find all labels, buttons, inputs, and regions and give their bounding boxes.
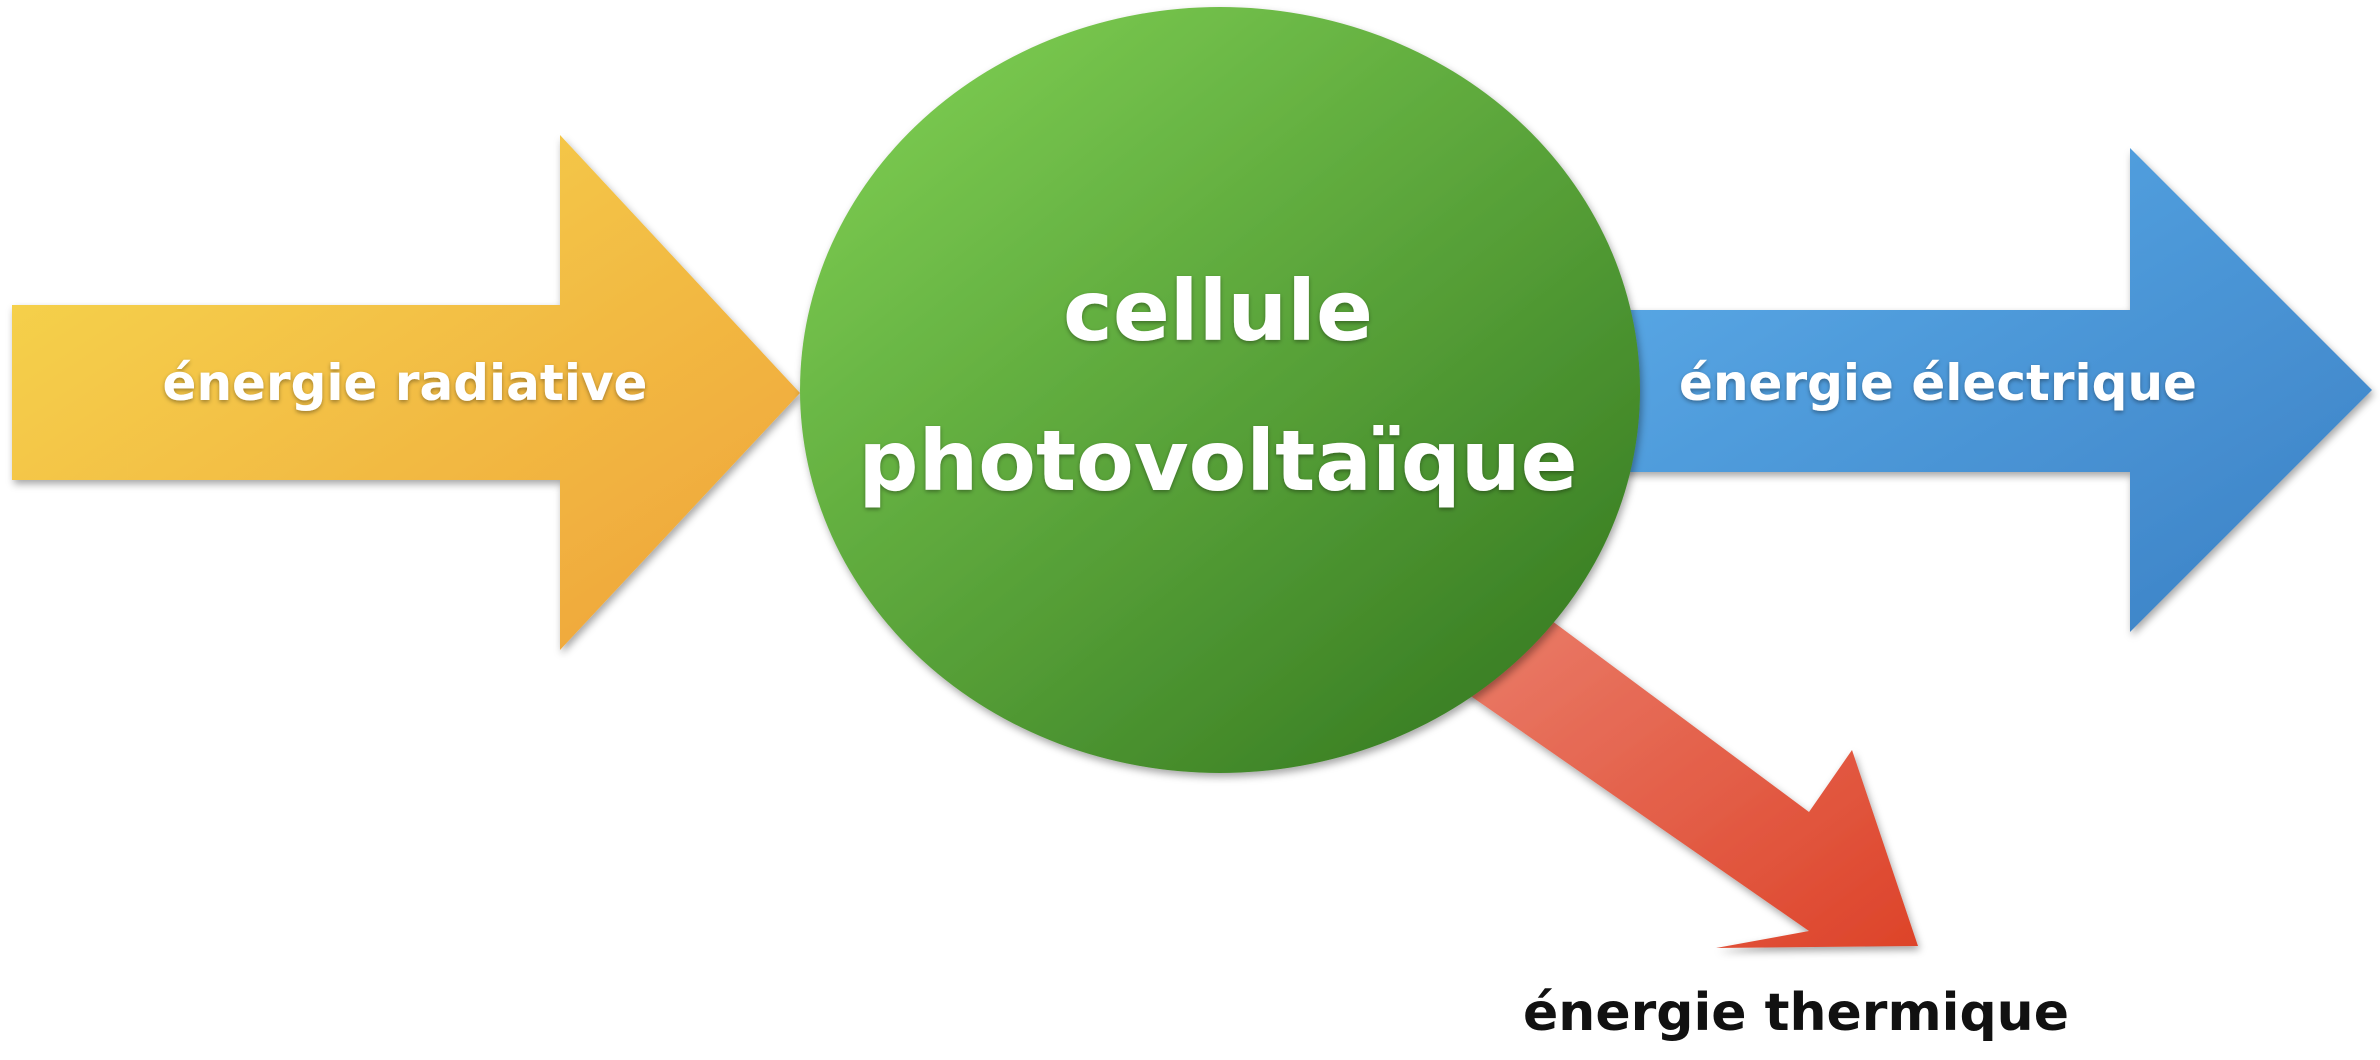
photovoltaic-cell-circle (800, 7, 1640, 773)
input-arrow: énergie radiative (12, 135, 800, 650)
electric-arrow-label: énergie électrique (1679, 354, 2197, 412)
thermal-arrow-label: énergie thermique (1523, 983, 2069, 1043)
input-arrow-shape (12, 135, 800, 650)
input-arrow-label: énergie radiative (163, 354, 648, 412)
photovoltaic-cell: cellule photovoltaïque (800, 7, 1640, 773)
electric-output-arrow: énergie électrique (1600, 148, 2372, 632)
cell-label-line1: cellule (1063, 262, 1373, 360)
cell-label-line2: photovoltaïque (858, 412, 1577, 510)
electric-arrow-shape (1600, 148, 2372, 632)
thermal-arrow-shape (1462, 612, 1918, 948)
thermal-output-arrow (1462, 612, 1918, 948)
